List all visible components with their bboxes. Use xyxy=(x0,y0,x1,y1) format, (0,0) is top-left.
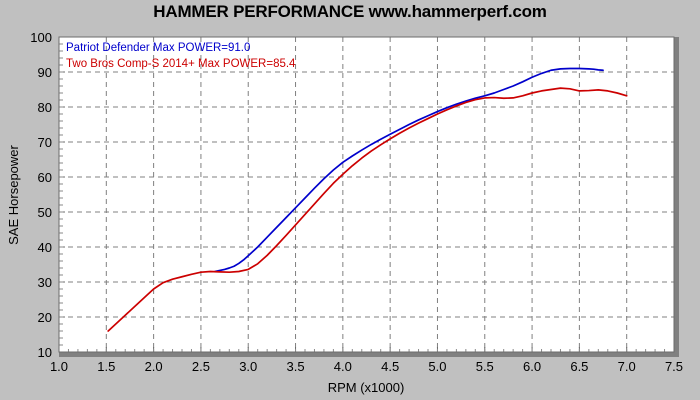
x-tick-label: 6.0 xyxy=(523,359,541,374)
y-axis-tick-labels: 10 20 30 40 50 60 70 80 90 100 xyxy=(30,30,52,360)
x-tick-label: 1.5 xyxy=(97,359,115,374)
x-axis-title: RPM (x1000) xyxy=(328,380,405,395)
legend-entry-patriot-defender: Patriot Defender Max POWER=91.0 xyxy=(66,42,250,54)
y-tick-label: 100 xyxy=(30,30,52,45)
series-lines xyxy=(107,67,628,332)
x-tick-label: 4.0 xyxy=(334,359,352,374)
x-axis-tick-labels: 1.0 1.5 2.0 2.5 3.0 3.5 4.0 4.5 5.0 5.5 6.0 6.5 7.0 7… xyxy=(50,359,683,374)
x-tick-label: 3.0 xyxy=(239,359,257,374)
plot-shadow-right xyxy=(674,37,679,357)
x-tick-label: 2.0 xyxy=(145,359,163,374)
y-tick-label: 60 xyxy=(38,170,52,185)
y-tick-label: 80 xyxy=(38,100,52,115)
page-title: HAMMER PERFORMANCE www.hammerperf.com xyxy=(153,2,547,21)
y-tick-label: 70 xyxy=(38,135,52,150)
x-tick-label: 6.5 xyxy=(570,359,588,374)
plot-frame xyxy=(58,36,675,353)
y-tick-label: 90 xyxy=(38,65,52,80)
y-tick-label: 40 xyxy=(38,240,52,255)
x-tick-label: 1.0 xyxy=(50,359,68,374)
legend-entry-two-bros: Two Bros Comp-S 2014+ Max POWER=85.4 xyxy=(66,58,296,70)
x-tick-label: 5.0 xyxy=(428,359,446,374)
y-tick-label: 50 xyxy=(38,205,52,220)
gridlines xyxy=(59,37,674,352)
y-tick-label: 10 xyxy=(38,345,52,360)
y-tick-label: 30 xyxy=(38,275,52,290)
x-tick-label: 5.5 xyxy=(476,359,494,374)
plot-shadow-bottom xyxy=(59,352,679,357)
x-tick-label: 7.0 xyxy=(618,359,636,374)
x-tick-label: 4.5 xyxy=(381,359,399,374)
y-axis-title: SAE Horsepower xyxy=(6,144,21,244)
x-tick-label: 7.5 xyxy=(665,359,683,374)
plot-background xyxy=(59,37,674,352)
y-tick-label: 20 xyxy=(38,310,52,325)
series-line-2 xyxy=(107,87,628,332)
x-tick-label: 3.5 xyxy=(286,359,304,374)
x-tick-label: 2.5 xyxy=(192,359,210,374)
series-line-1 xyxy=(214,67,604,273)
tick-marks xyxy=(58,36,675,353)
